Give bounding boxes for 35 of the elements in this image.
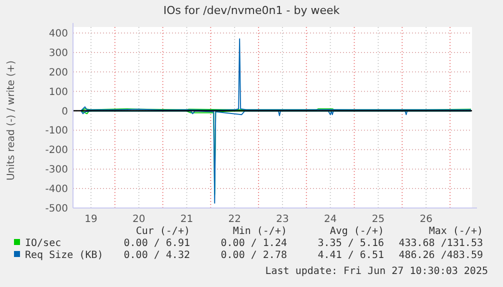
y-tick-label: 200 (48, 67, 68, 78)
x-tick-label: 24 (324, 214, 337, 225)
y-tick-label: -200 (45, 145, 68, 156)
y-tick-label: -100 (45, 126, 68, 137)
text: 0.00 / 4.32 (124, 250, 190, 261)
y-tick-label: 100 (48, 86, 68, 98)
x-tick-label: 25 (372, 214, 385, 225)
y-axis-title: Units read (-) / write (+) (6, 60, 17, 181)
legend-label: Req Size (KB) (25, 250, 104, 261)
text: 0.00 / 6.91 (124, 238, 190, 249)
text: 4.41 / 6.51 (318, 250, 384, 261)
x-tick-label: 22 (228, 214, 241, 225)
x-tick-label: 26 (420, 214, 432, 225)
text: 3.35 / 5.16 (318, 238, 384, 249)
text: 486.26 /483.59 (398, 250, 483, 261)
y-tick-label: 300 (48, 48, 68, 59)
legend-label: IO/sec (25, 238, 62, 249)
x-tick-label: 21 (180, 214, 194, 225)
text: Max (-/+) (428, 226, 483, 237)
chart-title: IOs for /dev/nvme0n1 - by week (163, 4, 340, 17)
y-tick-label: -500 (45, 204, 68, 214)
text: 433.68 /131.53 (398, 238, 483, 249)
y-tick-label: -300 (45, 164, 68, 176)
text: Avg (-/+) (330, 226, 384, 237)
text: Last update: Fri Jun 27 10:30:03 2025 (265, 266, 488, 277)
y-tick-label: 0 (62, 106, 68, 118)
x-tick-label: 20 (132, 214, 146, 225)
text: Min (-/+) (232, 226, 287, 237)
x-tick-label: 23 (276, 214, 289, 225)
text: 0.00 / 2.78 (220, 250, 287, 261)
y-tick-label: -400 (45, 184, 68, 196)
text: 0.00 / 1.24 (220, 238, 287, 249)
y-tick-label: 400 (48, 28, 68, 40)
text: Cur (-/+) (136, 226, 190, 237)
x-tick-label: 19 (84, 214, 98, 225)
